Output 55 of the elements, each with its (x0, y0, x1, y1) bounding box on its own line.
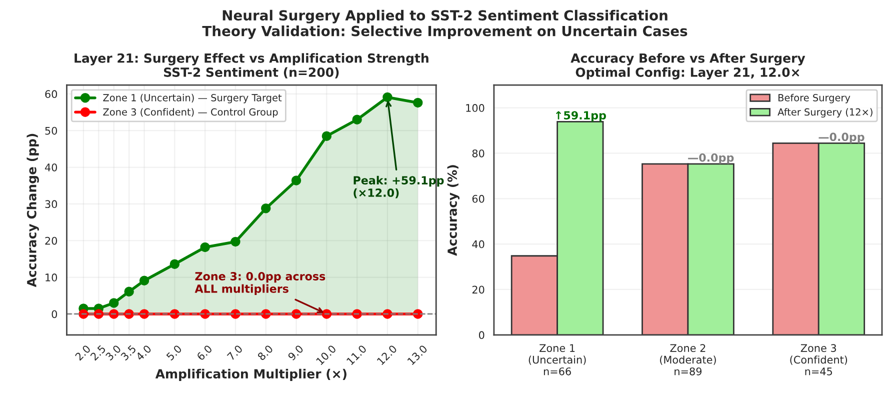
y-axis-title: Accuracy Change (pp) (26, 134, 39, 288)
y-axis-title: Accuracy (%) (447, 165, 460, 256)
y-tick-label: 20 (45, 236, 58, 245)
y-tick-label: 30 (45, 200, 58, 208)
point (413, 98, 423, 108)
point (200, 242, 210, 252)
y-tick-label: 80 (472, 149, 484, 158)
annotation: ↑59.1pp (556, 111, 606, 122)
point (322, 131, 332, 141)
y-tick-label: 0 (52, 310, 58, 318)
y-tick-label: 60 (45, 90, 58, 98)
point (139, 276, 150, 286)
point (109, 298, 119, 308)
y-tick-label: 0 (478, 331, 484, 340)
annotation: —0.0pp (688, 153, 734, 164)
text: Neural Surgery Applied to SST-2 Sentiment Classification (222, 10, 668, 24)
y-tick-label: 20 (472, 286, 484, 294)
x-tick-label: 9.0 (287, 344, 304, 361)
y-tick-label: 40 (44, 163, 58, 172)
legend-label: After Surgery (12×) (778, 108, 872, 118)
legend-label: Zone 1 (Uncertain) — Surgery Target (103, 94, 282, 104)
point (261, 203, 271, 214)
point (291, 176, 302, 186)
chart-title: Layer 21: Surgery Effect vs Amplification Strength (74, 53, 428, 66)
text: Theory Validation: Selective Improvement on Uncertain Cases (202, 26, 688, 40)
x-tick-label: 7.0 (226, 344, 243, 361)
point (170, 259, 180, 269)
point (352, 114, 362, 124)
x-axis-title: Amplification Multiplier (×) (155, 368, 346, 381)
y-tick-label: 100 (466, 104, 484, 112)
legend-label: Zone 3 (Confident) — Control Group (103, 108, 278, 118)
x-tick-label: 2.5 (90, 344, 106, 361)
x-tick-label: Zone 3 (Confident) n=45 (790, 344, 848, 376)
point (124, 286, 134, 296)
y-tick-label: 40 (472, 240, 484, 248)
y-tick-label: 60 (472, 194, 484, 203)
y-tick-label: 50 (45, 126, 58, 135)
point (230, 236, 240, 247)
x-tick-label: 3.0 (105, 344, 122, 361)
x-tick-label: 3.5 (120, 344, 136, 361)
x-tick-label: 5.0 (166, 344, 182, 361)
x-tick-label: 2.0 (74, 344, 91, 361)
annotation: —0.0pp (818, 132, 864, 144)
annotation: Zone 3: 0.0pp across ALL multipliers (194, 272, 326, 296)
x-tick-label: Zone 2 (Moderate) n=89 (660, 344, 716, 376)
x-tick-label: 8.0 (257, 344, 274, 361)
x-tick-label: 4.0 (135, 344, 152, 361)
x-tick-label: 6.0 (196, 344, 213, 361)
y-tick-label: 10 (46, 274, 58, 282)
chart-title: Accuracy Before vs After Surgery (570, 53, 806, 66)
chart-subtitle: Optimal Config: Layer 21, 12.0× (576, 67, 800, 80)
legend-label: Before Surgery (778, 94, 850, 104)
x-tick-label: Zone 1 (Uncertain) n=66 (528, 344, 586, 376)
point (382, 92, 392, 102)
chart-subtitle: SST-2 Sentiment (n=200) (164, 67, 339, 78)
